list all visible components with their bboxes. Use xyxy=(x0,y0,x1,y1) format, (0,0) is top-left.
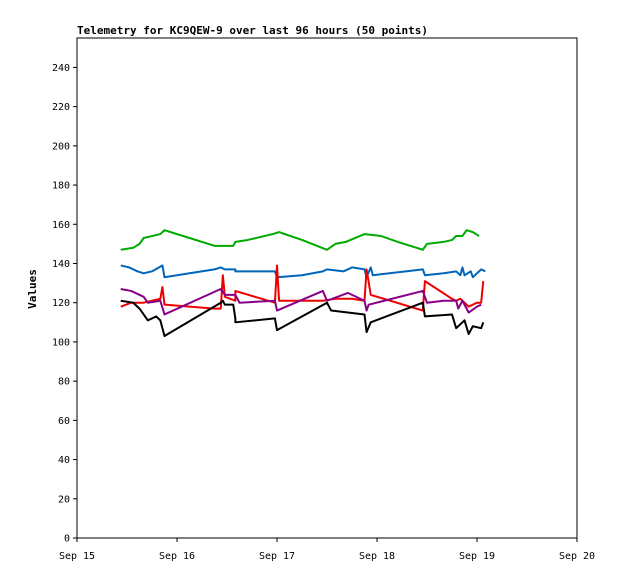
plot-area-frame xyxy=(76,37,578,539)
y-tick-label: 120 xyxy=(52,298,70,309)
y-axis-label: Values xyxy=(26,269,39,309)
x-tick-label: Sep 17 xyxy=(259,551,295,562)
y-tick-label: 180 xyxy=(52,181,70,192)
y-tick-label: 60 xyxy=(58,416,70,427)
x-tick-label: Sep 18 xyxy=(359,551,395,562)
x-tick-label: Sep 16 xyxy=(159,551,195,562)
x-tick-label: Sep 19 xyxy=(459,551,495,562)
axes-layer: 0 20 40 60 80 100 120 140 160 180 200 220 240 Sep 15 S… xyxy=(52,63,595,562)
y-tick-label: 240 xyxy=(52,63,70,74)
y-tick-label: 80 xyxy=(58,377,70,388)
chart-title: Telemetry for KC9QEW-9 over last 96 hour… xyxy=(77,24,428,37)
series-line-5 xyxy=(120,299,485,338)
y-tick-label: 160 xyxy=(52,220,70,231)
series-line-2 xyxy=(120,264,486,279)
y-tick-label: 40 xyxy=(58,455,70,466)
series-line-1 xyxy=(120,229,480,251)
y-tick-label: 140 xyxy=(52,259,70,270)
y-tick-label: 100 xyxy=(52,337,70,348)
y-tick-label: 20 xyxy=(58,494,70,505)
series-layer xyxy=(120,229,486,338)
y-tick-label: 0 xyxy=(64,534,70,545)
series-line-4 xyxy=(120,287,482,316)
y-tick-label: 220 xyxy=(52,102,70,113)
x-tick-label: Sep 20 xyxy=(559,551,595,562)
y-tick-label: 200 xyxy=(52,141,70,152)
x-tick-label: Sep 15 xyxy=(59,551,95,562)
